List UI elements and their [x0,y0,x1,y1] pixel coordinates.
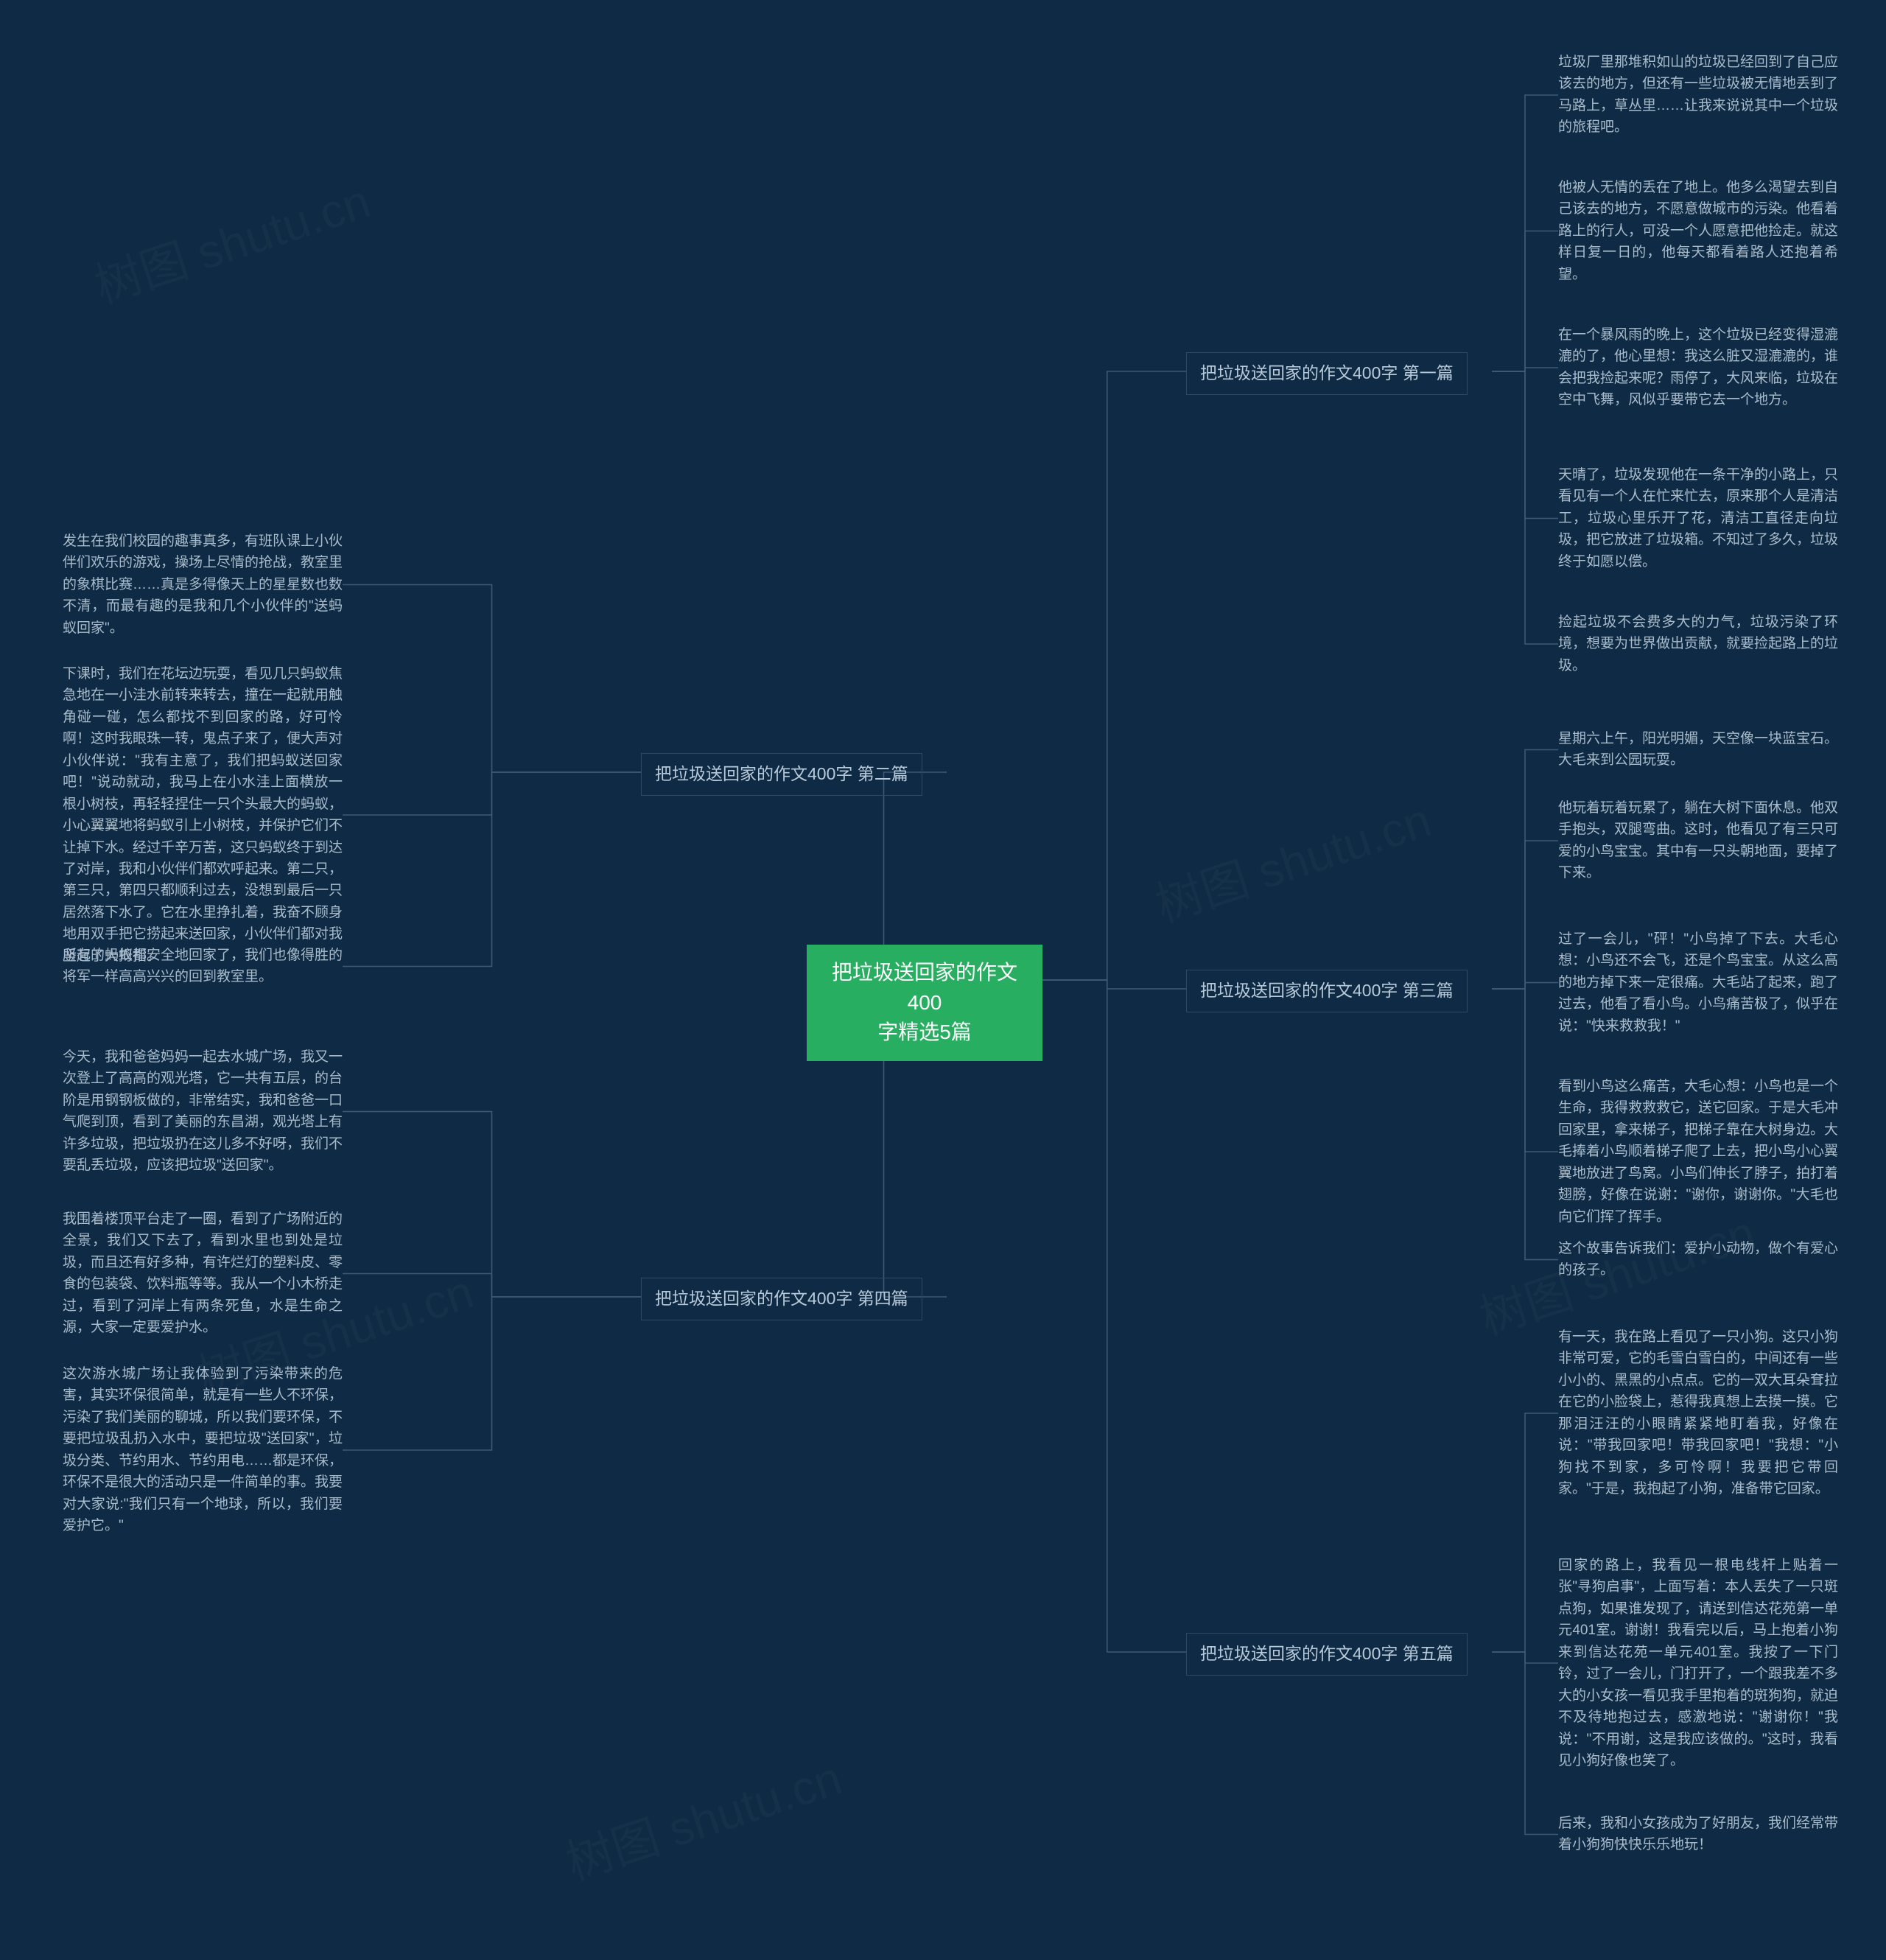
leaf-node: 发生在我们校园的趣事真多，有班队课上小伙伴们欢乐的游戏，操场上尽情的抢战，教室里… [63,531,343,639]
leaf-node: 回家的路上，我看见一根电线杆上贴着一张"寻狗启事"，上面写着：本人丢失了一只斑点… [1558,1555,1838,1771]
leaf-node: 下课时，我们在花坛边玩耍，看见几只蚂蚁焦急地在一小洼水前转来转去，撞在一起就用触… [63,663,343,967]
leaf-node: 我围着楼顶平台走了一圈，看到了广场附近的全景，我们又下去了，看到水里也到处是垃圾… [63,1208,343,1339]
leaf-node: 这个故事告诉我们：爱护小动物，做个有爱心的孩子。 [1558,1238,1838,1281]
branch-node: 把垃圾送回家的作文400字 第五篇 [1186,1633,1468,1676]
leaf-node: 有一天，我在路上看见了一只小狗。这只小狗非常可爱，它的毛雪白雪白的，中间还有一些… [1558,1326,1838,1500]
leaf-node: 看到小鸟这么痛苦，大毛心想：小鸟也是一个生命，我得救救救它，送它回家。于是大毛冲… [1558,1076,1838,1228]
mindmap-canvas: 树图 shutu.cn 树图 shutu.cn 树图 shutu.cn 树图 s… [0,0,1886,1960]
leaf-node: 星期六上午，阳光明媚，天空像一块蓝宝石。大毛来到公园玩耍。 [1558,728,1838,771]
leaf-node: 垃圾厂里那堆积如山的垃圾已经回到了自己应该去的地方，但还有一些垃圾被无情地丢到了… [1558,52,1838,139]
leaf-node: 过了一会儿，"砰！"小鸟掉了下去。大毛心想：小鸟还不会飞，还是个鸟宝宝。从这么高… [1558,928,1838,1037]
watermark: 树图 shutu.cn [556,1740,849,1893]
watermark: 树图 shutu.cn [1146,783,1438,935]
leaf-node: 天晴了，垃圾发现他在一条干净的小路上，只看见有一个人在忙来忙去，原来那个人是清洁… [1558,464,1838,573]
center-line2: 字精选5篇 [877,1021,972,1043]
branch-node: 把垃圾送回家的作文400字 第二篇 [641,753,922,796]
leaf-node: 捡起垃圾不会费多大的力气，垃圾污染了环境，想要为世界做出贡献，就要捡起路上的垃圾… [1558,612,1838,676]
leaf-node: 他玩着玩着玩累了，躺在大树下面休息。他双手抱头，双腿弯曲。这时，他看见了有三只可… [1558,797,1838,884]
leaf-node: 所有的蚂蚁都安全地回家了，我们也像得胜的将军一样高高兴兴的回到教室里。 [63,945,343,988]
leaf-node: 这次游水城广场让我体验到了污染带来的危害，其实环保很简单，就是有一些人不环保，污… [63,1363,343,1537]
branch-node: 把垃圾送回家的作文400字 第四篇 [641,1278,922,1320]
leaf-node: 他被人无情的丢在了地上。他多么渴望去到自己该去的地方，不愿意做城市的污染。他看着… [1558,177,1838,285]
watermark: 树图 shutu.cn [85,164,377,316]
leaf-node: 今天，我和爸爸妈妈一起去水城广场，我又一次登上了高高的观光塔，它一共有五层，的台… [63,1046,343,1177]
leaf-node: 后来，我和小女孩成为了好朋友，我们经常带着小狗狗快快乐乐地玩！ [1558,1813,1838,1856]
leaf-node: 在一个暴风雨的晚上，这个垃圾已经变得湿漉漉的了，他心里想：我这么脏又湿漉漉的，谁… [1558,324,1838,411]
center-node: 把垃圾送回家的作文400 字精选5篇 [807,945,1042,1061]
center-line1: 把垃圾送回家的作文400 [832,961,1017,1014]
branch-node: 把垃圾送回家的作文400字 第一篇 [1186,352,1468,395]
branch-node: 把垃圾送回家的作文400字 第三篇 [1186,970,1468,1012]
